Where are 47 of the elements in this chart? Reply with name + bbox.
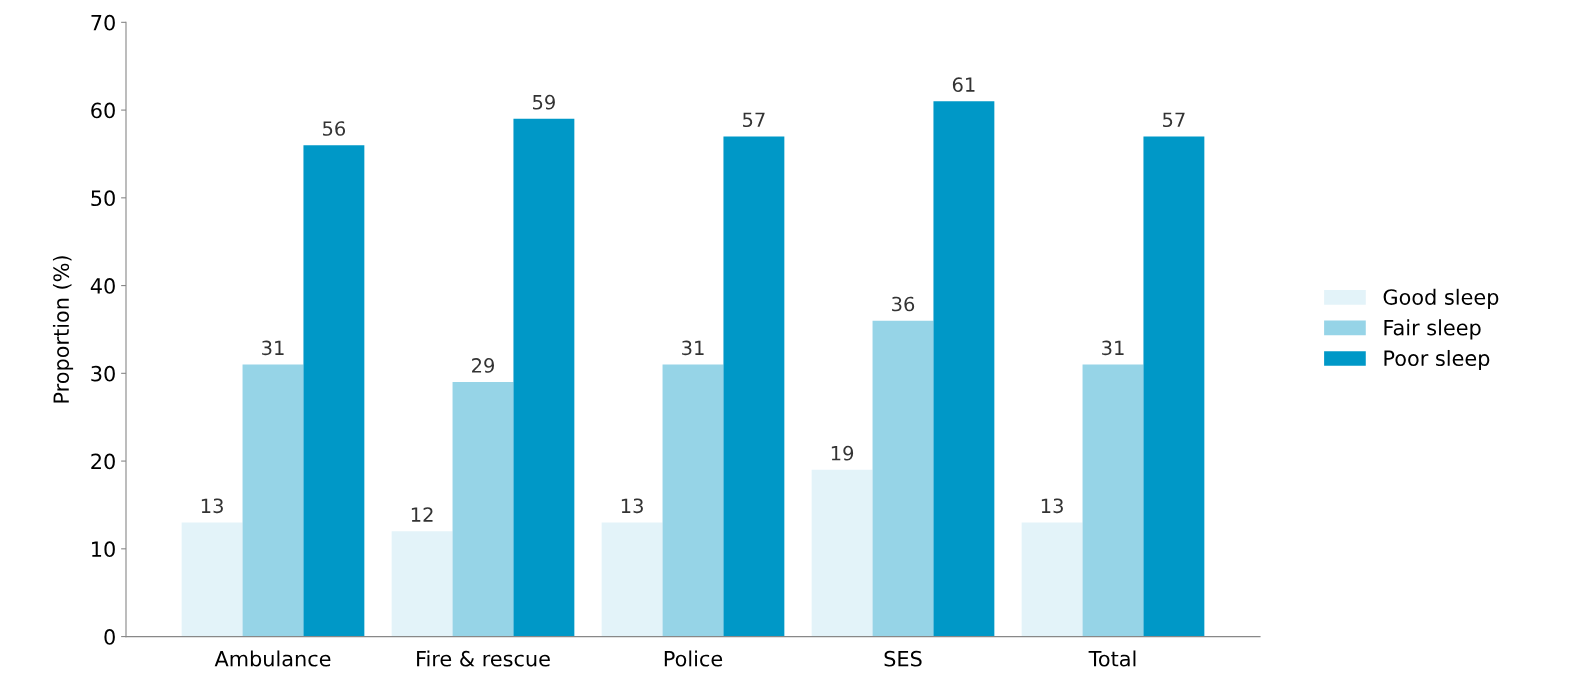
bar	[513, 118, 575, 637]
bar	[1082, 364, 1144, 637]
bar	[662, 364, 724, 637]
data-label: 31	[262, 340, 284, 356]
y-tick-label: 10	[92, 541, 115, 558]
y-axis-title: Proportion (%)	[52, 256, 74, 403]
bar	[303, 145, 365, 637]
data-label: 57	[743, 112, 765, 128]
bar	[933, 101, 995, 637]
legend-label: Fair sleep	[1384, 319, 1481, 340]
bar	[1143, 136, 1205, 637]
data-label: 59	[533, 94, 555, 110]
x-tick-label: Police	[664, 650, 723, 667]
data-label: 13	[621, 498, 643, 514]
y-tick-label: 60	[91, 102, 115, 119]
data-label: 61	[952, 77, 975, 92]
x-tick-label: Total	[1088, 650, 1136, 667]
bar	[601, 522, 663, 637]
data-label: 13	[1041, 498, 1063, 514]
y-tick-label: 30	[91, 365, 115, 382]
data-label: 31	[682, 340, 704, 356]
bar	[723, 136, 785, 637]
data-label: 12	[411, 507, 433, 522]
bar	[1021, 522, 1083, 637]
legend-label: Good sleep	[1383, 288, 1499, 309]
data-label: 56	[323, 121, 346, 136]
data-label: 13	[201, 498, 223, 514]
data-label: 57	[1163, 112, 1185, 128]
bar	[811, 469, 873, 637]
bar	[872, 320, 934, 637]
bar	[242, 364, 304, 637]
y-tick-label: 50	[91, 190, 115, 207]
data-label: 19	[831, 445, 854, 461]
data-label: 31	[1102, 340, 1124, 356]
bar	[181, 522, 243, 637]
data-label: 36	[892, 296, 915, 312]
x-tick-label: Ambulance	[214, 650, 331, 667]
data-label: 29	[472, 358, 494, 373]
y-tick-label: 20	[91, 453, 115, 470]
bar	[391, 531, 453, 637]
y-tick-label: 70	[91, 14, 115, 31]
legend-label: Poor sleep	[1384, 349, 1490, 371]
x-tick-label: SES	[884, 650, 922, 667]
bar	[452, 382, 514, 637]
y-tick-label: 0	[104, 629, 115, 645]
x-tick-label: Fire & rescue	[417, 650, 550, 667]
y-tick-label: 40	[90, 278, 115, 294]
